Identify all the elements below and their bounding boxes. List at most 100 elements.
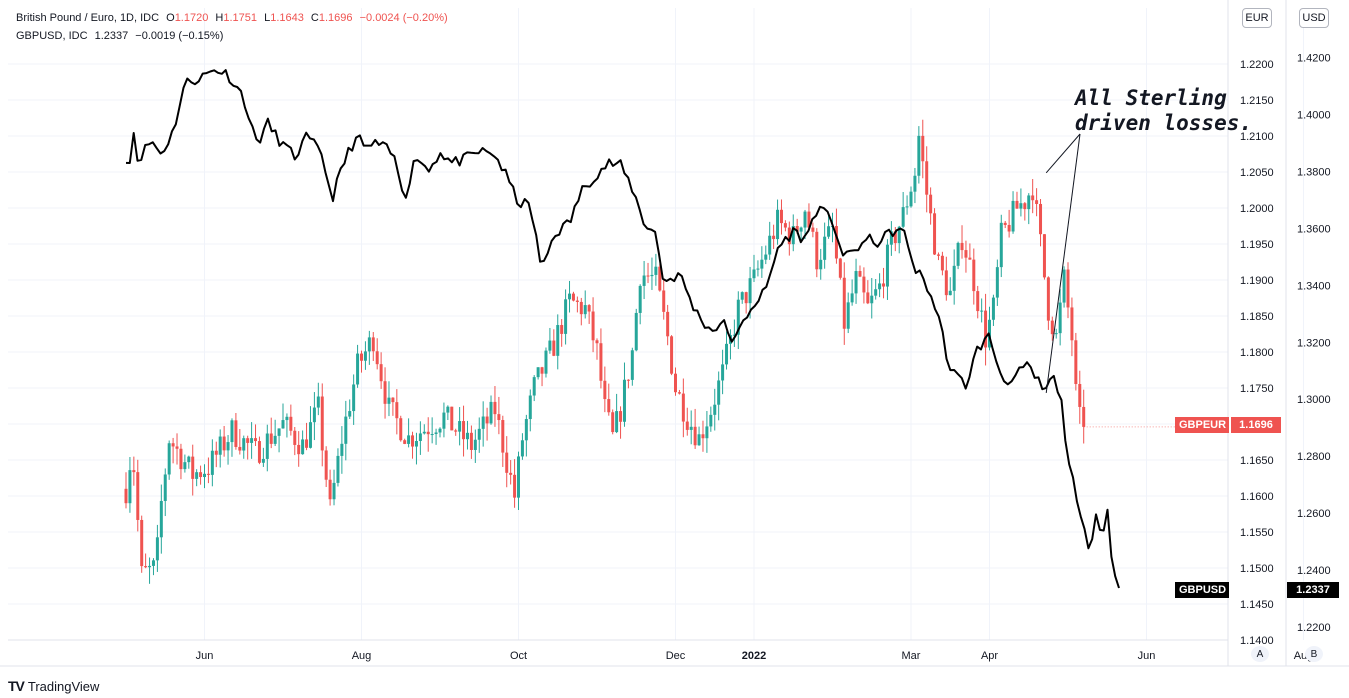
candle-body bbox=[210, 450, 214, 475]
gbpeur-candle bbox=[960, 225, 964, 259]
gbpeur-candle bbox=[991, 294, 995, 326]
gbpeur-candle bbox=[995, 259, 999, 306]
candle-body bbox=[371, 337, 375, 352]
candle-body bbox=[477, 428, 481, 440]
y-left-tick-label: 1.2200 bbox=[1240, 59, 1274, 71]
candle-body bbox=[454, 430, 458, 432]
gbpeur-candle bbox=[203, 464, 206, 489]
candle-body bbox=[874, 289, 878, 296]
candle-body bbox=[308, 422, 312, 448]
candle-body bbox=[815, 231, 819, 270]
candle-body bbox=[187, 456, 191, 463]
gbpeur-candle bbox=[360, 350, 363, 373]
candle-body bbox=[250, 438, 254, 443]
candle-body bbox=[159, 500, 163, 538]
candle-body bbox=[897, 226, 901, 244]
gbpeur-candle bbox=[367, 330, 371, 365]
candle-body bbox=[564, 299, 568, 334]
gbpeur-candle bbox=[811, 222, 815, 238]
candle-body bbox=[1054, 333, 1058, 335]
gbpeur-candle bbox=[524, 414, 528, 457]
y-left-tick-label: 1.1850 bbox=[1240, 311, 1274, 323]
candle-body bbox=[155, 537, 159, 561]
gbpeur-candle bbox=[407, 418, 411, 448]
gbpeur-candle bbox=[151, 558, 155, 576]
gbpeur-candle bbox=[772, 224, 776, 249]
gbpeur-candles bbox=[124, 119, 1228, 584]
auto-scale-button[interactable]: A bbox=[1251, 646, 1269, 662]
candle-body bbox=[622, 379, 626, 422]
candle-body bbox=[485, 416, 489, 424]
candle-body bbox=[705, 426, 709, 439]
gbpeur-candle bbox=[634, 308, 638, 352]
candle-body bbox=[638, 285, 642, 313]
candle-body bbox=[175, 446, 179, 449]
gbpeur-candle bbox=[238, 429, 242, 455]
gbpeur-candle bbox=[391, 397, 395, 416]
gbpeur-candle bbox=[175, 433, 179, 465]
candle-body bbox=[1019, 203, 1023, 209]
candle-body bbox=[1035, 200, 1039, 204]
candle-body bbox=[862, 276, 866, 293]
candle-body bbox=[509, 472, 513, 475]
gbpeur-candle bbox=[222, 425, 226, 457]
candle-body bbox=[167, 443, 171, 475]
candle-body bbox=[882, 283, 886, 287]
gbpeur-candle bbox=[1066, 262, 1070, 319]
gbpeur-candle bbox=[387, 381, 391, 417]
y-right-tick-label: 1.3600 bbox=[1297, 223, 1331, 235]
candle-body bbox=[520, 440, 524, 457]
candle-body bbox=[591, 311, 595, 341]
candle-body bbox=[450, 406, 454, 431]
tradingview-brand[interactable]: TV TradingView bbox=[8, 678, 99, 694]
y-left-tick-label: 1.1950 bbox=[1240, 239, 1274, 251]
gbpeur-candle bbox=[579, 297, 583, 326]
gbpeur-candle bbox=[269, 417, 273, 449]
candle-body bbox=[736, 299, 740, 335]
gbpeur-candle bbox=[670, 335, 674, 376]
gbpeur-candle bbox=[1031, 179, 1035, 214]
gbpeur-candle bbox=[697, 426, 701, 446]
gbpeur-candle bbox=[316, 382, 320, 416]
gbpeur-candle bbox=[870, 278, 874, 319]
candle-body bbox=[438, 428, 442, 433]
gbpeur-candle bbox=[752, 254, 756, 282]
gbpeur-candle bbox=[913, 167, 917, 204]
candle-body bbox=[458, 421, 462, 432]
gbpeur-candle bbox=[520, 433, 524, 460]
candle-body bbox=[269, 433, 273, 444]
candle-body bbox=[795, 226, 799, 232]
y-right-tick-label: 1.2600 bbox=[1297, 508, 1331, 520]
candle-body bbox=[277, 428, 281, 436]
candle-body bbox=[717, 380, 721, 405]
gbpeur-candle bbox=[658, 263, 662, 292]
candle-body bbox=[677, 392, 681, 394]
gbpeur-candle bbox=[462, 405, 466, 457]
bullet-scale-button[interactable]: B bbox=[1305, 646, 1323, 662]
candle-body bbox=[823, 236, 827, 260]
candle-body bbox=[524, 419, 528, 441]
gbpeur-candle bbox=[1027, 193, 1031, 225]
annotation-text: All Sterling driven losses. bbox=[1075, 86, 1252, 136]
gbpeur-candle bbox=[885, 239, 889, 300]
candle-body bbox=[191, 456, 195, 479]
currency-button-usd[interactable]: USD bbox=[1299, 8, 1329, 28]
gbpeur-candle bbox=[458, 407, 462, 446]
gbpeur-candle bbox=[744, 291, 748, 314]
x-tick-label: Apr bbox=[981, 650, 998, 662]
candle-body bbox=[642, 275, 646, 286]
candle-body bbox=[407, 435, 411, 444]
gbpeur-candle bbox=[952, 249, 956, 305]
candle-body bbox=[183, 462, 187, 470]
candle-body bbox=[740, 292, 744, 300]
candle-body bbox=[670, 336, 674, 374]
gbpusd-name-tag: GBPUSD bbox=[1175, 582, 1229, 598]
gbpeur-candle bbox=[764, 245, 768, 265]
legend-gbpeur: British Pound / Euro, 1D, IDC O1.1720 H1… bbox=[16, 12, 452, 24]
gbpeur-candle bbox=[481, 401, 485, 447]
currency-button-eur[interactable]: EUR bbox=[1242, 8, 1272, 28]
gbpeur-candle bbox=[595, 338, 599, 360]
gbpeur-candle bbox=[654, 253, 658, 286]
gbpeur-candle bbox=[638, 284, 642, 325]
